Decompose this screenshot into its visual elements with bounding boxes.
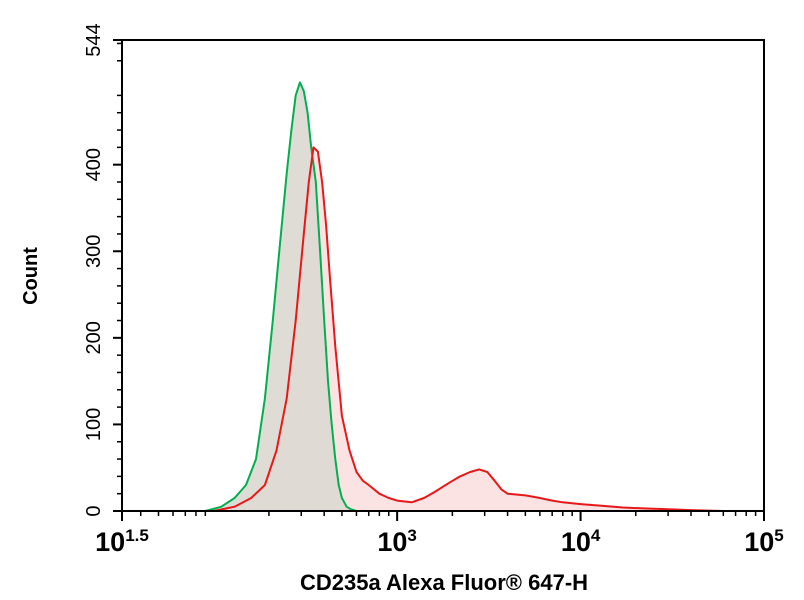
series-layer bbox=[205, 81, 764, 512]
x-tick-label: 103 bbox=[377, 526, 417, 557]
series-0-area bbox=[205, 82, 363, 512]
y-axis-title: Count bbox=[20, 247, 42, 305]
y-tick-label: 100 bbox=[83, 408, 105, 441]
x-axis: 101.5 103 104 105 bbox=[95, 511, 784, 557]
x-tick-label: 101.5 bbox=[95, 526, 149, 557]
y-tick-label: 544 bbox=[83, 23, 105, 56]
x-tick-label: 105 bbox=[744, 526, 784, 557]
x-axis-title: CD235a Alexa Fluor® 647-H bbox=[300, 570, 588, 595]
y-tick-label: 0 bbox=[83, 505, 105, 516]
series-1-line bbox=[213, 146, 764, 512]
x-tick-label: 104 bbox=[561, 526, 601, 557]
plot-frame bbox=[121, 39, 765, 512]
y-axis: 0 100 200 300 400 544 bbox=[83, 23, 122, 517]
y-tick-label: 200 bbox=[83, 321, 105, 354]
y-tick-label: 400 bbox=[83, 148, 105, 181]
y-tick-label: 300 bbox=[83, 235, 105, 268]
series-0-line bbox=[205, 81, 363, 512]
